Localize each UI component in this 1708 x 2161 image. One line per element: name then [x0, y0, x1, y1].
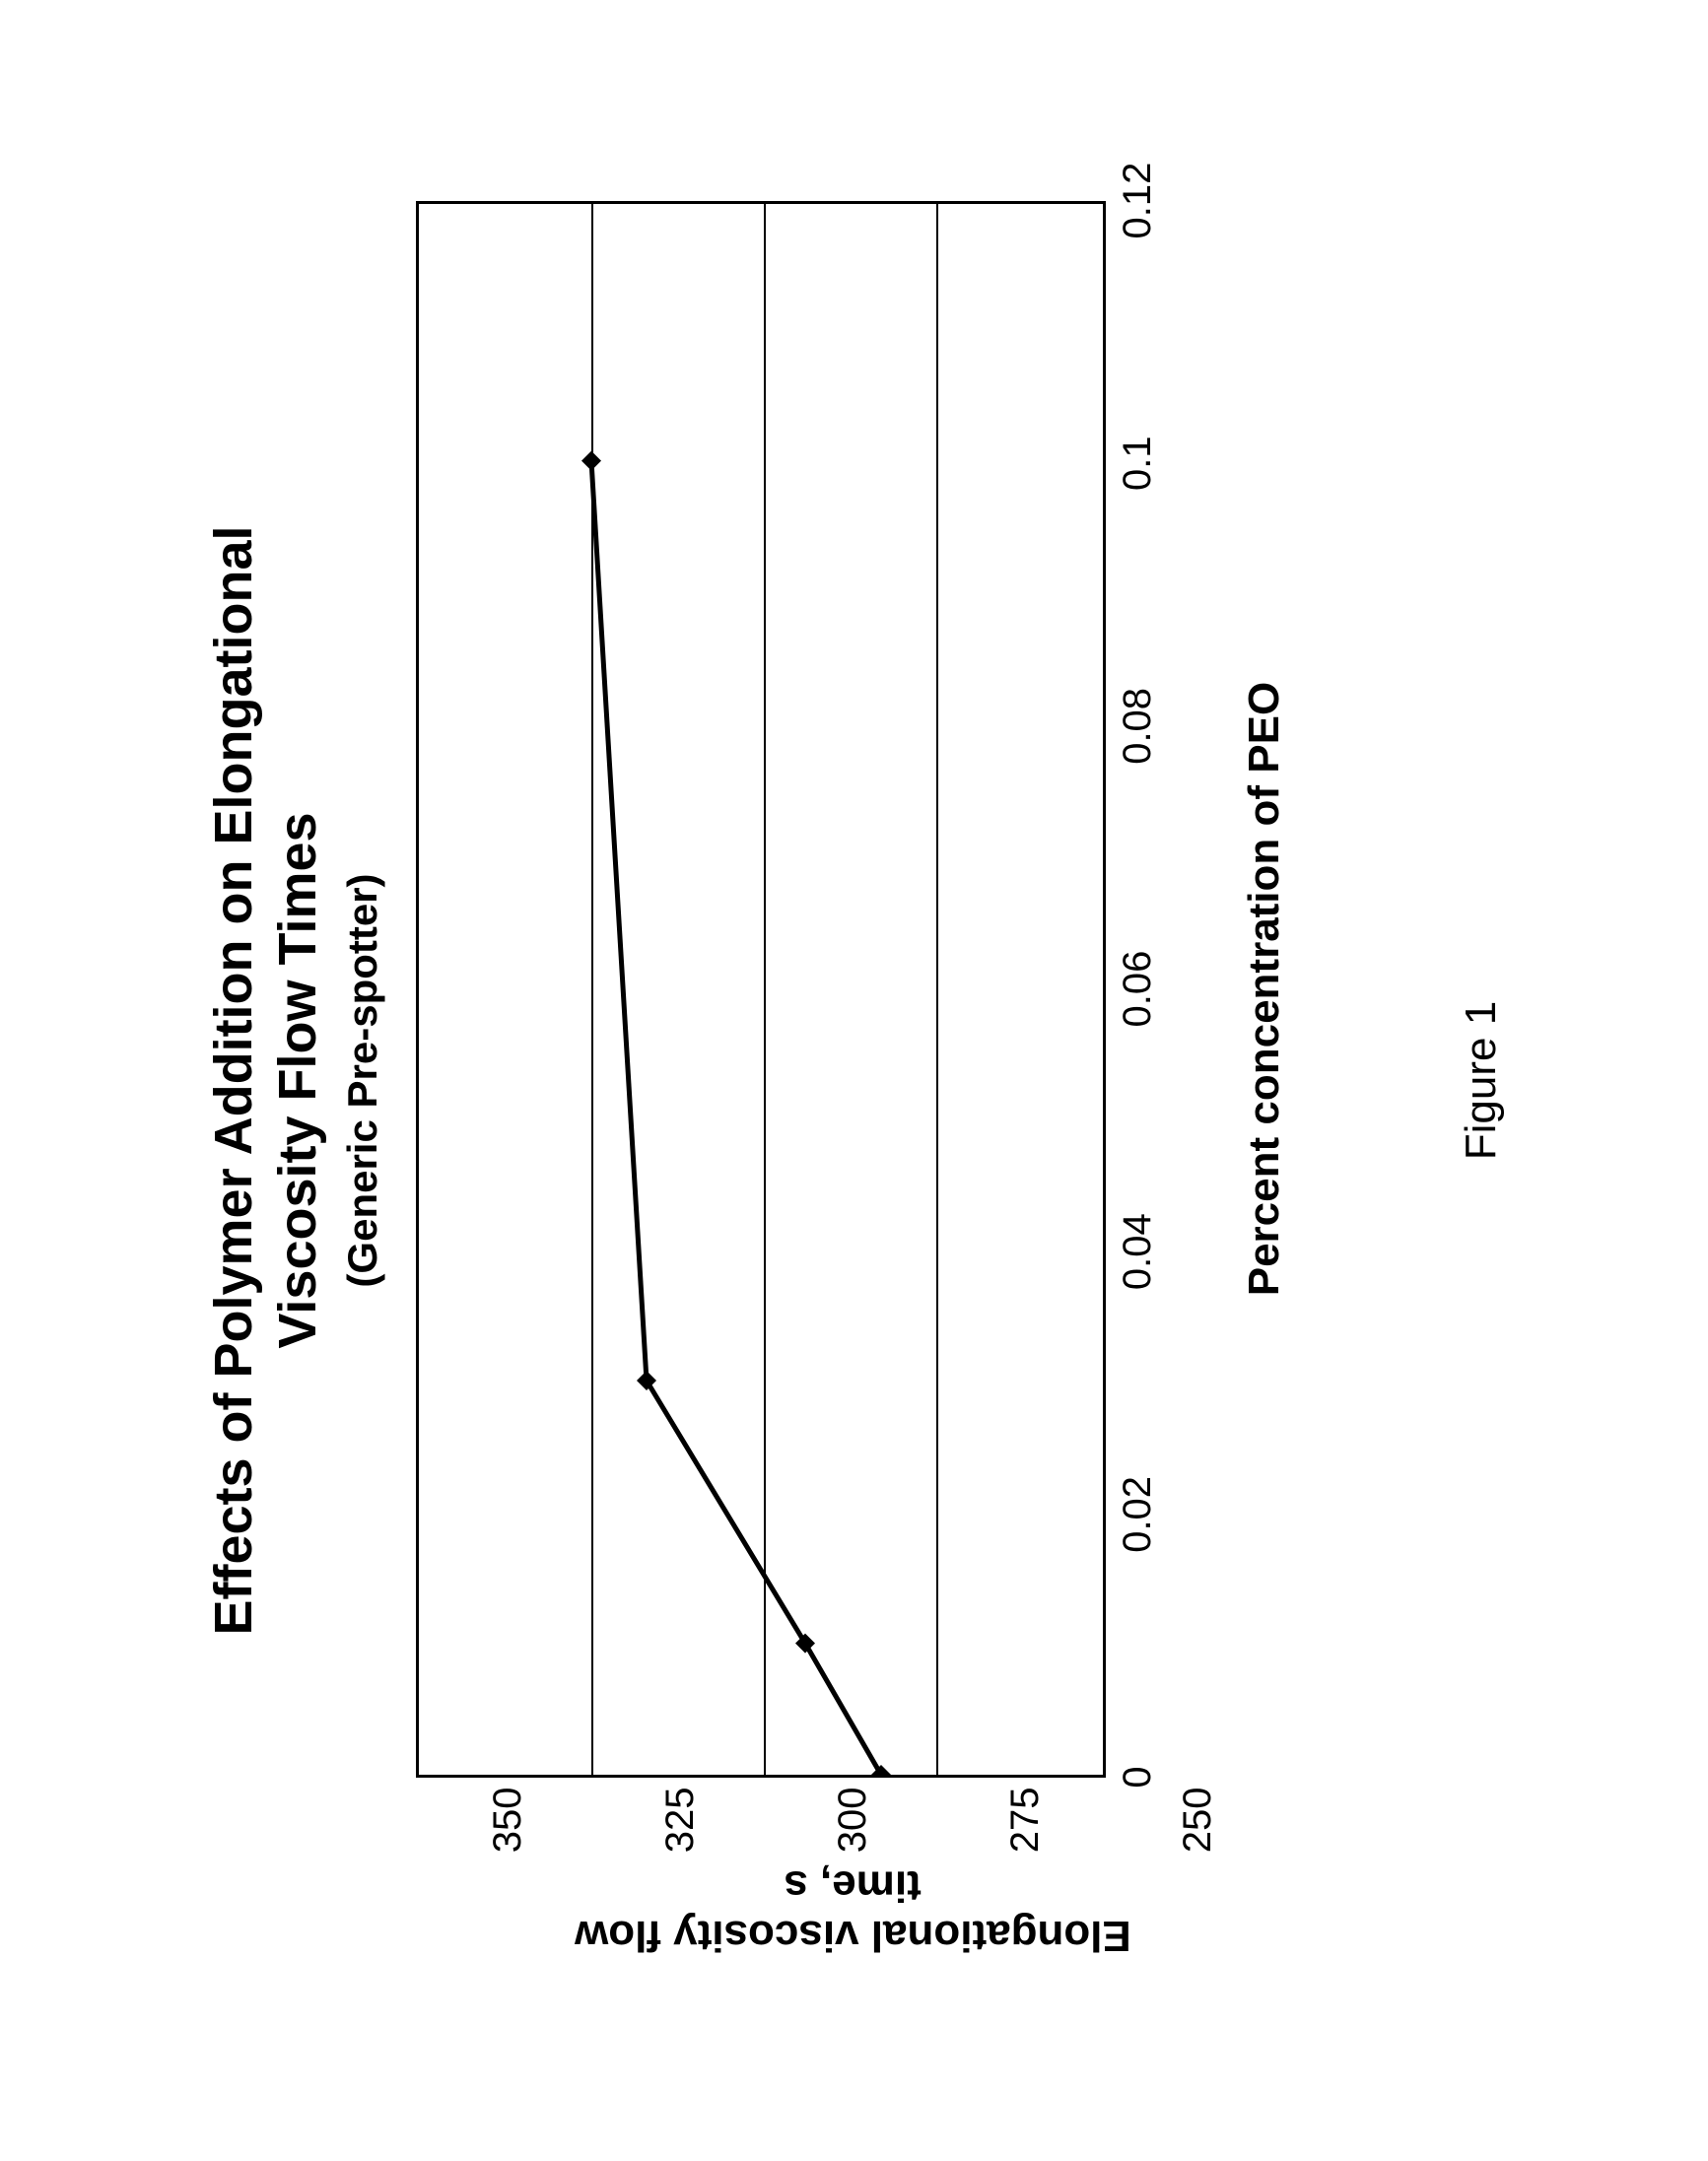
chart-title-line1: Effects of Polymer Addition on Elongatio… — [204, 525, 263, 1635]
x-tick-label: 0.04 — [1116, 1213, 1160, 1290]
gridline — [591, 204, 593, 1775]
x-tick-label: 0.06 — [1116, 951, 1160, 1028]
chart-title-line2: Viscosity Flow Times — [268, 812, 327, 1348]
x-tick-label: 0.12 — [1116, 163, 1160, 239]
gridline — [764, 204, 766, 1775]
y-tick-label: 350 — [484, 1788, 531, 1854]
y-axis-label: Elongational viscosity flow time, s — [575, 1860, 1131, 1960]
figure-wrap: Effects of Polymer Addition on Elongatio… — [0, 92, 1708, 2069]
ylabel-line1: Elongational viscosity flow — [575, 1912, 1131, 1960]
plot-row: Elongational viscosity flow time, s 3503… — [416, 151, 1289, 2010]
x-tick-label: 0.1 — [1116, 436, 1160, 491]
plot-area — [416, 201, 1106, 1778]
y-tick-label: 275 — [1001, 1788, 1049, 1854]
x-tick-label: 0.02 — [1116, 1476, 1160, 1553]
figure-caption: Figure 1 — [1457, 1001, 1506, 1160]
x-tick-label: 0.08 — [1116, 688, 1160, 765]
y-tick-label: 325 — [656, 1788, 704, 1854]
data-line — [591, 460, 881, 1774]
x-ticks: 00.020.040.060.080.10.12 — [1116, 201, 1171, 1778]
chart-subtitle: (Generic Pre-spotter) — [339, 873, 386, 1287]
x-axis-label: Percent concentration of PEO — [1240, 201, 1289, 1778]
chart-block: Effects of Polymer Addition on Elongatio… — [202, 151, 1290, 2010]
y-ticks: 350 325 300 275 250 — [484, 1788, 1221, 1854]
x-tick-label: 0 — [1116, 1766, 1160, 1788]
y-tick-label: 250 — [1174, 1788, 1221, 1854]
ylabel-line2: time, s — [785, 1862, 922, 1911]
y-tick-label: 300 — [829, 1788, 876, 1854]
gridline — [936, 204, 938, 1775]
chart-title: Effects of Polymer Addition on Elongatio… — [202, 525, 330, 1635]
